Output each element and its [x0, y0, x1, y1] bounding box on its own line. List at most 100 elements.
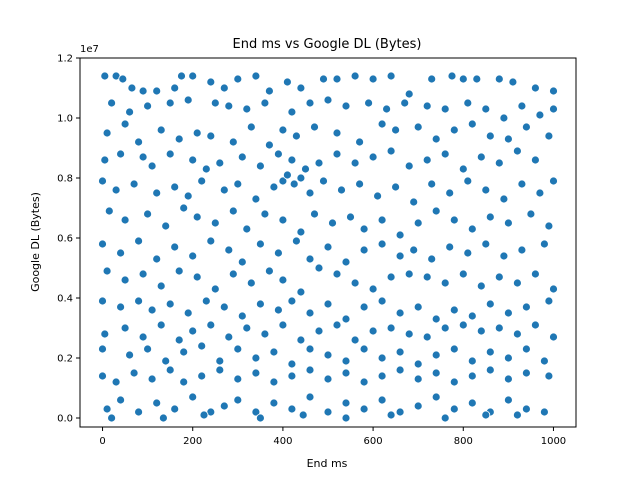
scatter-point — [260, 98, 270, 108]
scatter-point — [485, 212, 495, 222]
scatter-point — [395, 308, 405, 318]
scatter-point — [494, 323, 504, 333]
scatter-point — [503, 308, 513, 318]
scatter-point — [431, 392, 441, 402]
x-axis-label: End ms — [307, 457, 348, 470]
scatter-point — [138, 152, 148, 162]
scatter-point — [161, 356, 171, 366]
scatter-point — [210, 218, 220, 228]
scatter-point — [201, 164, 211, 174]
scatter-point — [242, 104, 252, 114]
scatter-point — [323, 374, 333, 384]
scatter-point — [147, 305, 157, 315]
scatter-point — [228, 137, 238, 147]
scatter-point — [391, 182, 401, 192]
scatter-point — [152, 188, 162, 198]
scatter-point — [156, 125, 166, 135]
scatter-point — [332, 74, 342, 84]
scatter-point — [472, 74, 482, 84]
y-axis-offset-label: 1e7 — [80, 44, 99, 55]
scatter-point — [404, 161, 414, 171]
scatter-point — [269, 377, 279, 387]
scatter-point — [134, 296, 144, 306]
scatter-point — [251, 71, 261, 81]
scatter-point — [100, 71, 110, 81]
scatter-point — [341, 314, 351, 324]
scatter-point — [100, 329, 110, 339]
scatter-point — [305, 308, 315, 318]
scatter-point — [100, 155, 110, 165]
scatter-point — [395, 347, 405, 357]
scatter-point — [264, 140, 274, 150]
scatter-point — [458, 269, 468, 279]
scatter-point — [400, 98, 410, 108]
scatter-point — [323, 95, 333, 105]
scatter-point — [134, 407, 144, 417]
scatter-point — [219, 302, 229, 312]
scatter-point — [255, 161, 265, 171]
scatter-point — [98, 296, 107, 306]
scatter-point — [499, 251, 509, 261]
scatter-point — [242, 323, 252, 333]
scatter-point — [413, 374, 423, 384]
scatter-point — [332, 149, 342, 159]
scatter-point — [485, 299, 495, 309]
scatter-point — [237, 311, 247, 321]
scatter-point — [341, 413, 351, 423]
scatter-point — [152, 254, 162, 264]
scatter-point — [224, 101, 234, 111]
scatter-point — [118, 74, 128, 84]
scatter-point — [332, 128, 342, 138]
scatter-point — [341, 368, 351, 378]
scatter-point — [219, 401, 229, 411]
scatter-point — [201, 296, 211, 306]
scatter-point — [143, 101, 153, 111]
y-tick-label: 1.0 — [57, 114, 73, 125]
scatter-point — [499, 113, 509, 123]
scatter-point — [544, 131, 554, 141]
scatter-point — [319, 176, 328, 186]
scatter-point — [350, 278, 360, 288]
scatter-point — [210, 98, 220, 108]
y-tick-label: 0.4 — [57, 294, 73, 305]
scatter-point — [476, 281, 486, 291]
scatter-point — [395, 365, 405, 375]
scatter-point — [485, 347, 495, 357]
scatter-point — [494, 74, 504, 84]
scatter-point — [269, 182, 279, 192]
scatter-point — [355, 137, 365, 147]
scatter-point — [183, 95, 193, 105]
y-tick-label: 0.8 — [57, 174, 73, 185]
scatter-point — [431, 368, 441, 378]
scatter-point — [177, 71, 186, 81]
scatter-point — [165, 98, 175, 108]
scatter-point — [282, 77, 292, 87]
x-tick-label: 600 — [364, 436, 383, 447]
scatter-point — [373, 191, 383, 201]
scatter-point — [377, 353, 387, 363]
scatter-point — [260, 329, 270, 339]
scatter-point — [233, 374, 243, 384]
scatter-point — [147, 374, 157, 384]
scatter-point — [517, 101, 527, 111]
scatter-point — [233, 344, 243, 354]
scatter-point — [264, 266, 274, 276]
scatter-point — [377, 239, 387, 249]
scatter-point — [440, 149, 450, 159]
scatter-point — [192, 212, 202, 222]
y-axis-label: Google DL (Bytes) — [29, 192, 42, 292]
scatter-point — [170, 83, 180, 93]
scatter-point — [260, 209, 270, 219]
x-tick-label: 200 — [183, 436, 202, 447]
scatter-point — [278, 125, 288, 135]
scatter-point — [449, 404, 459, 414]
scatter-point — [341, 398, 351, 408]
scatter-point — [440, 104, 450, 114]
scatter-point — [255, 239, 265, 249]
scatter-point — [517, 179, 527, 189]
scatter-point — [409, 245, 419, 255]
scatter-point — [522, 122, 531, 132]
scatter-point — [350, 158, 360, 168]
plot-area-frame — [79, 57, 577, 428]
